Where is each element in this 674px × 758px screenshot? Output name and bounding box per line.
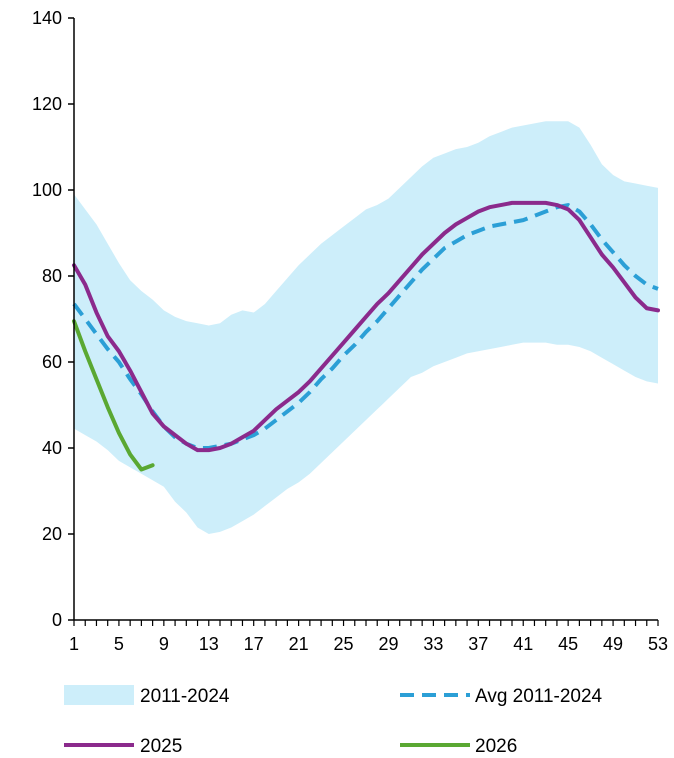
x-tick-label: 33 [423, 634, 443, 654]
legend-label-avg: Avg 2011-2024 [475, 686, 603, 707]
x-tick-label: 53 [648, 634, 668, 654]
x-tick-label: 13 [199, 634, 219, 654]
x-tick-label: 37 [468, 634, 488, 654]
y-tick-label: 40 [42, 438, 62, 458]
x-tick-label: 21 [289, 634, 309, 654]
series-line-2025 [72, 200, 660, 453]
legend-swatch-band [64, 685, 134, 705]
x-tick-label: 1 [69, 634, 79, 654]
series-line-2026 [72, 319, 155, 472]
x-tick-label: 45 [558, 634, 578, 654]
x-tick-label: 29 [378, 634, 398, 654]
legend-label-2026: 2026 [475, 736, 517, 757]
y-tick-label: 100 [32, 180, 62, 200]
band-range-2011-2024 [74, 121, 658, 534]
tick-labels: 0 20 40 60 80 100 120 140 1 5 9 13 17 21 25 29 33 37 41 45 4… [32, 8, 668, 654]
legend: 2011-2024 Avg 2011-2024 2025 2026 [64, 685, 603, 757]
y-tick-label: 20 [42, 524, 62, 544]
axes [68, 17, 659, 626]
x-tick-label: 5 [114, 634, 124, 654]
y-tick-label: 80 [42, 266, 62, 286]
x-tick-label: 49 [603, 634, 623, 654]
y-tick-label: 120 [32, 94, 62, 114]
band-layer [74, 121, 658, 534]
y-tick-label: 0 [52, 610, 62, 630]
y-tick-label: 140 [32, 8, 62, 28]
x-tick-label: 41 [513, 634, 533, 654]
legend-label-band: 2011-2024 [140, 686, 230, 707]
legend-label-2025: 2025 [140, 736, 182, 757]
series-layer [72, 200, 660, 472]
x-tick-label: 17 [244, 634, 264, 654]
x-tick-label: 25 [334, 634, 354, 654]
y-tick-label: 60 [42, 352, 62, 372]
x-tick-label: 9 [159, 634, 169, 654]
